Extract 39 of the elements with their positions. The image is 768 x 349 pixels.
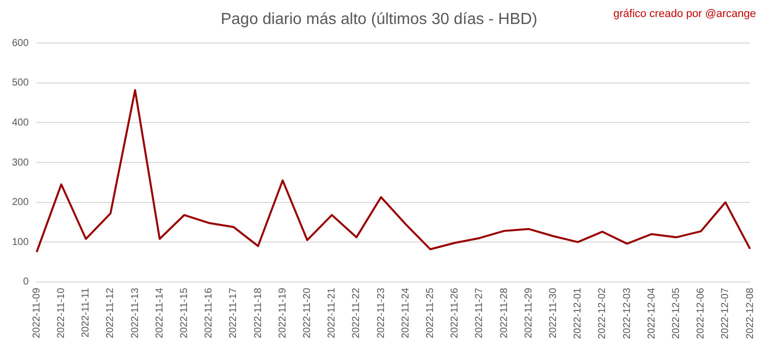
x-tick-label: 2022-11-11 [80, 287, 92, 338]
x-tick-label: 2022-11-19 [277, 287, 288, 338]
y-tick-label: 0 [23, 276, 30, 288]
x-tick-label: 2022-12-08 [744, 287, 756, 340]
x-tick-label: 2022-11-09 [31, 287, 42, 338]
x-tick-label: 2022-11-26 [450, 287, 461, 338]
x-tick-label: 2022-11-23 [376, 287, 387, 338]
x-tick-label: 2022-11-29 [523, 287, 534, 338]
y-tick-label: 100 [12, 236, 30, 248]
x-tick-label: 2022-12-06 [696, 287, 707, 340]
x-tick-label: 2022-11-14 [154, 287, 166, 338]
x-tick-label: 2022-11-24 [400, 287, 412, 338]
x-tick-label: 2022-11-10 [56, 287, 68, 338]
x-tick-label: 2022-11-27 [474, 287, 486, 338]
y-tick-label: 600 [12, 38, 30, 49]
y-tick-label: 500 [12, 78, 30, 89]
x-tick-label: 2022-11-21 [326, 287, 338, 338]
chart-title: Pago diario más alto (últimos 30 días - HBD) [220, 11, 538, 28]
x-tick-label: 2022-11-18 [252, 287, 264, 338]
x-tick-label: 2022-11-28 [498, 287, 510, 338]
x-tick-label: 2022-12-03 [622, 287, 633, 340]
x-tick-label: 2022-11-30 [548, 287, 559, 338]
y-tick-label: 400 [12, 118, 30, 128]
x-tick-label: 2022-11-22 [351, 287, 362, 338]
x-tick-label: 2022-11-20 [302, 287, 314, 338]
x-tick-label: 2022-12-04 [646, 287, 658, 340]
y-tick-label: 300 [12, 157, 30, 168]
x-tick-label: 2022-12-01 [572, 287, 584, 340]
x-tick-label: 2022-12-07 [720, 287, 732, 340]
x-tick-label: 2022-11-15 [179, 287, 190, 338]
x-tick-label: 2022-12-05 [670, 287, 682, 340]
x-tick-label: 2022-12-02 [597, 287, 608, 340]
x-tick-label: 2022-11-17 [228, 287, 240, 338]
x-tick-label: 2022-11-12 [105, 287, 116, 338]
x-tick-label: 2022-11-16 [204, 287, 215, 338]
y-tick-label: 200 [12, 197, 30, 208]
text: gráfico creado por @arcange [613, 8, 756, 20]
x-tick-label: 2022-11-25 [424, 287, 436, 338]
x-tick-label: 2022-11-13 [130, 287, 141, 338]
